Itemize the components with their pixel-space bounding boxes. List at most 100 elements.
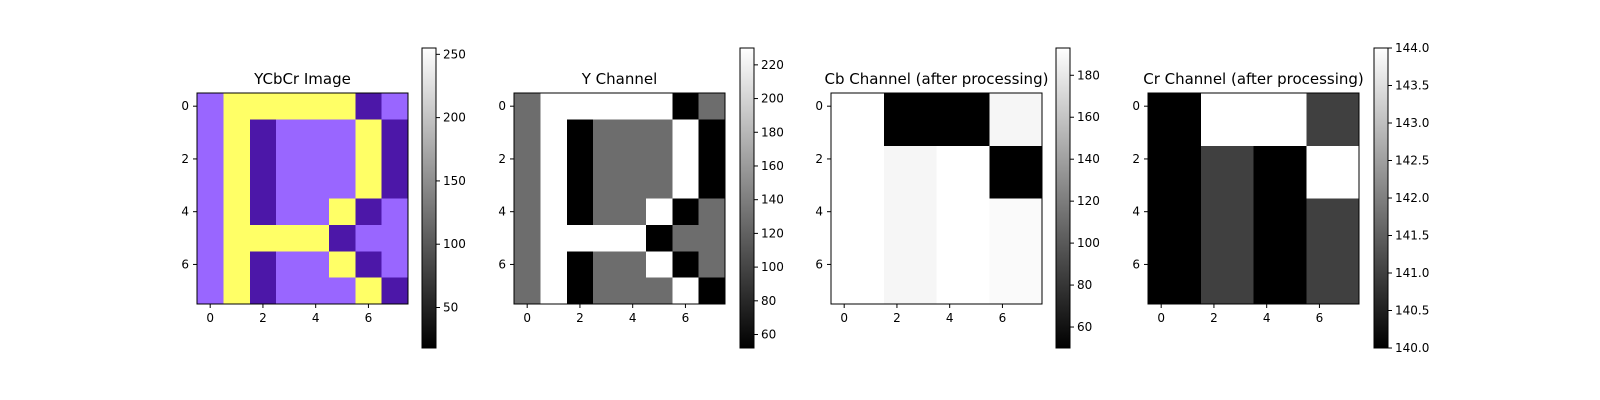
heatmap-cell [540, 224, 568, 252]
colorbar-tick-label: 140.0 [1395, 341, 1429, 355]
colorbar-tick-label: 60 [761, 328, 776, 342]
x-tick-label: 4 [946, 311, 954, 325]
heatmap-cell [223, 93, 251, 120]
heatmap-cell [857, 119, 885, 147]
heatmap-cell [514, 119, 541, 147]
heatmap-cell [1015, 251, 1043, 279]
heatmap-cell [1174, 277, 1202, 305]
heatmap-cell [514, 172, 541, 200]
panel-title: Y Channel [581, 70, 658, 88]
heatmap-cell [1174, 145, 1202, 173]
colorbar-tick-label: 160 [761, 159, 784, 173]
heatmap-cell [1148, 251, 1175, 279]
heatmap-cell [936, 251, 964, 279]
heatmap-cell [276, 277, 304, 305]
heatmap-cell [1015, 93, 1043, 120]
colorbar-tick-label: 141.5 [1395, 229, 1429, 243]
heatmap-cell [645, 145, 673, 173]
heatmap-cell [1015, 198, 1043, 226]
heatmap-cell [672, 119, 700, 147]
heatmap-cell [1279, 93, 1307, 120]
heatmap-cell [302, 172, 330, 200]
heatmap-cell [698, 93, 726, 120]
colorbar-frame [421, 47, 437, 349]
colorbar-tick-label: 100 [1077, 236, 1100, 250]
heatmap-cell [1306, 145, 1334, 173]
heatmap-cell [1332, 224, 1360, 252]
heatmap-cell [1227, 198, 1255, 226]
heatmap-cell [593, 172, 621, 200]
colorbar-tick-label: 100 [443, 237, 466, 251]
heatmap-cell [672, 198, 700, 226]
heatmap-cell [381, 93, 409, 120]
heatmap-cell [989, 198, 1017, 226]
heatmap-cell [566, 224, 594, 252]
heatmap-cell [698, 224, 726, 252]
heatmap-cell [381, 251, 409, 279]
axes-frame [513, 92, 726, 305]
y-tick-label: 0 [815, 99, 823, 113]
heatmap-cell [619, 224, 647, 252]
colorbar-tick-label: 142.5 [1395, 154, 1429, 168]
heatmap-cell [962, 119, 990, 147]
heatmap-cell [276, 251, 304, 279]
y-tick-label: 2 [1132, 152, 1140, 166]
colorbar: 140.0 140.5 141.0 141.5 142.0 142.5 143.0 143.5… [1373, 41, 1429, 355]
heatmap-cell [197, 172, 224, 200]
heatmap-cell [962, 172, 990, 200]
heatmap-cell [381, 277, 409, 305]
heatmap-cell [355, 119, 383, 147]
y-tick-label: 0 [1132, 99, 1140, 113]
heatmap-cell [1200, 93, 1228, 120]
heatmap-cell [302, 119, 330, 147]
heatmap-cell [1306, 277, 1334, 305]
heatmap-cell [1279, 251, 1307, 279]
heatmap-cell [698, 251, 726, 279]
heatmap-cell [381, 224, 409, 252]
colorbar-tick-label: 140.5 [1395, 304, 1429, 318]
heatmap-cell [540, 172, 568, 200]
x-tick-label: 4 [629, 311, 637, 325]
heatmap-cell [619, 198, 647, 226]
heatmap-cell [566, 251, 594, 279]
colorbar-tick-label: 143.5 [1395, 79, 1429, 93]
colorbar-tick-label: 180 [761, 125, 784, 139]
heatmap-cell [1015, 119, 1043, 147]
colorbar-gradient [422, 48, 436, 348]
heatmap-cell [223, 224, 251, 252]
heatmap-cell [1015, 145, 1043, 173]
colorbar-tick-label: 50 [443, 300, 458, 314]
heatmap-cell [857, 172, 885, 200]
heatmap-cell [566, 277, 594, 305]
heatmap-cell [857, 224, 885, 252]
panel-0: YCbCr Image 0 2 4 6 0 2 4 6 50 100 150 200 250 [181, 47, 466, 349]
heatmap-cell [302, 93, 330, 120]
heatmap-cell [857, 251, 885, 279]
panel-3: Cr Channel (after processing)0 2 4 60246140… [1132, 41, 1429, 355]
heatmap-cell [514, 251, 541, 279]
heatmap-cell [1174, 224, 1202, 252]
heatmap-cell [857, 198, 885, 226]
heatmap-cell [831, 224, 858, 252]
heatmap-cell [1332, 145, 1360, 173]
heatmap-cell [1227, 119, 1255, 147]
heatmap-cell [1227, 172, 1255, 200]
heatmap-cell [698, 198, 726, 226]
heatmap-cell [831, 172, 858, 200]
y-tick-label: 6 [815, 257, 823, 271]
heatmap-cell [566, 172, 594, 200]
heatmap-cell [989, 93, 1017, 120]
x-tick-label: 2 [259, 311, 267, 325]
heatmap-cell [672, 145, 700, 173]
heatmap-cell [249, 119, 277, 147]
heatmap-cell [197, 119, 224, 147]
heatmap-cell [619, 145, 647, 173]
colorbar-tick-label: 200 [761, 92, 784, 106]
y-tick-label: 4 [815, 205, 823, 219]
heatmap-cell [645, 198, 673, 226]
heatmap-cell [593, 145, 621, 173]
heatmap-cell [1174, 119, 1202, 147]
heatmap-cell [936, 119, 964, 147]
colorbar-tick-label: 160 [1077, 110, 1100, 124]
heatmap-cell [249, 277, 277, 305]
